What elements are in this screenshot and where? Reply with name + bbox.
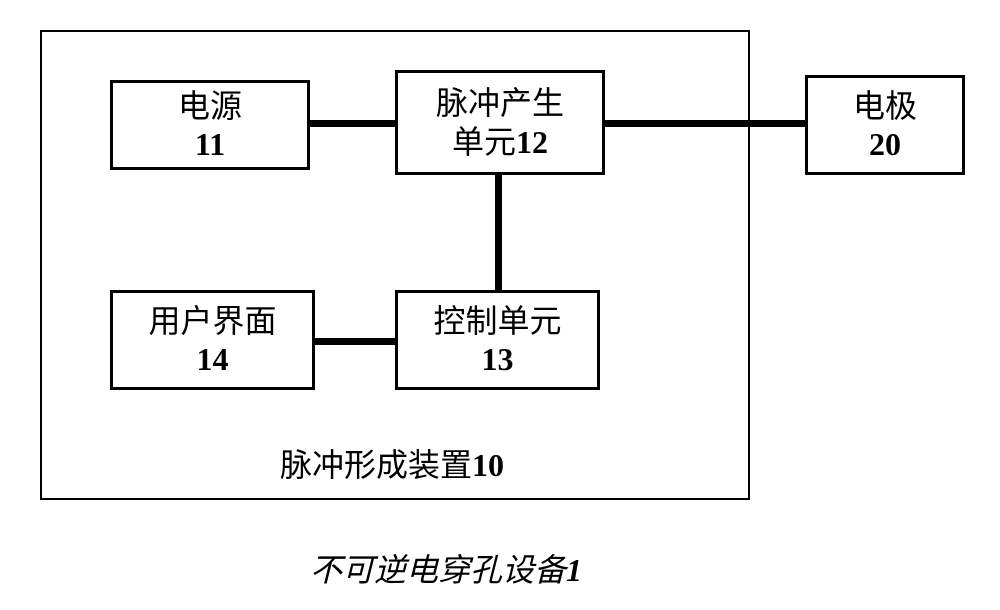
edge-ui-to-control	[315, 338, 395, 345]
node-pulse-gen-label2-text: 单元	[452, 124, 516, 160]
edge-pulsegen-to-electrode	[605, 120, 805, 127]
node-power-number: 11	[195, 125, 225, 163]
edge-pulsegen-to-control	[495, 175, 502, 290]
node-pulse-gen: 脉冲产生 单元12	[395, 70, 605, 175]
node-electrode: 电极 20	[805, 75, 965, 175]
node-control-label: 控制单元	[433, 302, 561, 340]
caption-inner-text: 脉冲形成装置	[280, 447, 472, 483]
node-control-number: 13	[482, 340, 514, 378]
node-control: 控制单元 13	[395, 290, 600, 390]
node-pulse-gen-number: 12	[516, 124, 548, 160]
node-ui-number: 14	[197, 340, 229, 378]
node-power-label: 电源	[178, 87, 242, 125]
node-power: 电源 11	[110, 80, 310, 170]
diagram-root: 电源 11 脉冲产生 单元12 电极 20 用户界面 14 控制单元 13 脉冲…	[0, 0, 1000, 610]
caption-outer: 不可逆电穿孔设备1	[310, 545, 582, 591]
caption-inner-number: 10	[472, 447, 504, 483]
node-pulse-gen-label1: 脉冲产生	[436, 84, 564, 122]
node-ui: 用户界面 14	[110, 290, 315, 390]
node-electrode-number: 20	[869, 125, 901, 163]
node-electrode-label: 电极	[853, 87, 917, 125]
node-pulse-gen-label2: 单元12	[452, 123, 548, 161]
edge-power-to-pulsegen	[310, 120, 395, 127]
node-ui-label: 用户界面	[148, 302, 276, 340]
caption-outer-number: 1	[566, 552, 582, 588]
caption-outer-text: 不可逆电穿孔设备	[310, 552, 566, 588]
caption-inner: 脉冲形成装置10	[280, 440, 504, 486]
